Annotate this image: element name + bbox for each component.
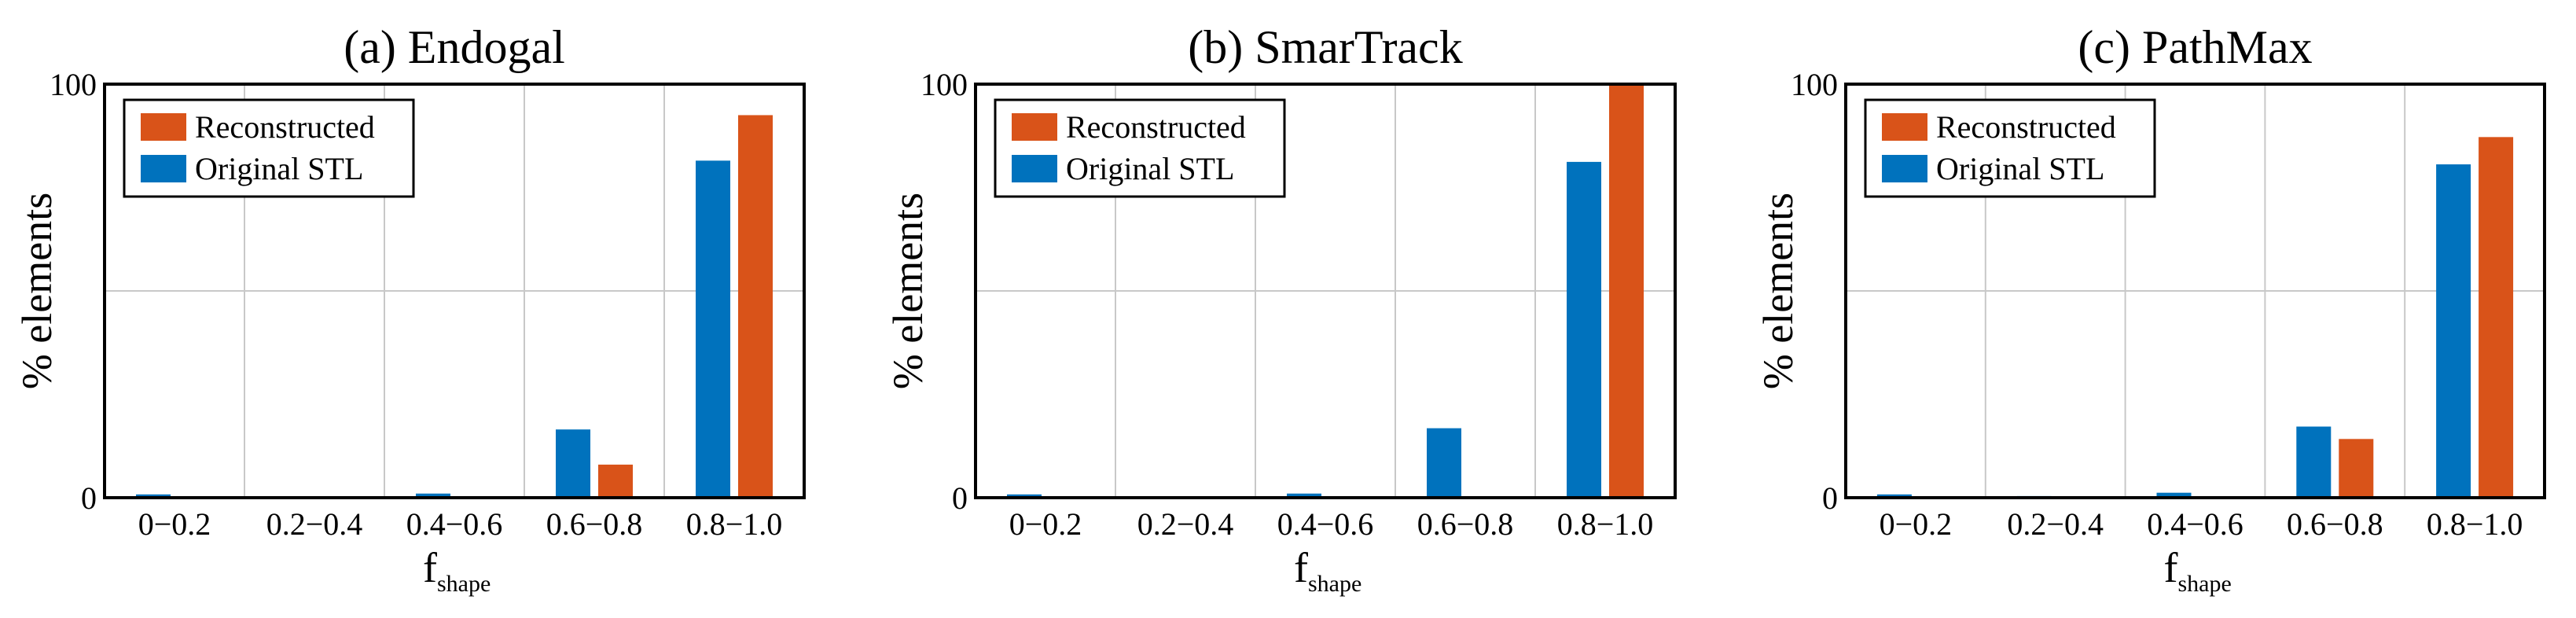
x-tick-label: 0.4−0.6 xyxy=(406,506,503,542)
plot-frame xyxy=(103,83,806,499)
chart-panel-1: (a) Endogal 0 100 0−0.2 0.2−0.4 0.4−0.6 0.6−0.… xyxy=(13,21,806,597)
chart-panel-2: (b) SmarTrack 0 100 0−0.2 0.2−0.4 0.4−0.6 0.6−… xyxy=(884,21,1677,597)
x-tick-label: 0−0.2 xyxy=(1880,506,1953,542)
bar-original-stl-3 xyxy=(416,493,450,498)
bar-original-stl-5 xyxy=(1567,161,1601,498)
y-axis-label: % elements xyxy=(13,193,61,389)
legend: Reconstructed Original STL xyxy=(1864,98,2156,198)
legend-swatch-original-stl xyxy=(1882,155,1927,182)
y-tick-label: 0 xyxy=(952,480,968,516)
legend: Reconstructed Original STL xyxy=(123,98,415,198)
legend-swatch-reconstructed xyxy=(1012,113,1057,141)
bar-reconstructed-5 xyxy=(1609,84,1644,498)
bar-original-stl-5 xyxy=(696,160,730,498)
bar-original-stl-1 xyxy=(136,494,171,498)
x-tick-label: 0.2−0.4 xyxy=(1137,506,1234,542)
x-tick-label: 0−0.2 xyxy=(1009,506,1082,542)
legend-swatch-original-stl xyxy=(1012,155,1057,182)
x-axis-label: fshape xyxy=(1294,544,1361,597)
chart-title: (c) PathMax xyxy=(2078,21,2312,73)
x-tick-label: 0−0.2 xyxy=(138,506,211,542)
y-axis-label: % elements xyxy=(1755,193,1802,389)
legend-label: Reconstructed xyxy=(1936,109,2116,145)
legend-swatch-original-stl xyxy=(141,155,186,182)
y-tick-label: 100 xyxy=(1791,67,1838,102)
chart-title: (b) SmarTrack xyxy=(1188,21,1462,73)
x-tick-label: 0.8−1.0 xyxy=(1557,506,1654,542)
x-tick-label: 0.6−0.8 xyxy=(2287,506,2383,542)
legend: Reconstructed Original STL xyxy=(994,98,1286,198)
bar-original-stl-3 xyxy=(2156,492,2192,498)
x-tick-label: 0.6−0.8 xyxy=(1417,506,1514,542)
x-tick-label: 0.4−0.6 xyxy=(1277,506,1374,542)
legend-swatch-reconstructed xyxy=(1882,113,1927,141)
x-axis-label: fshape xyxy=(2164,544,2232,597)
legend-label: Reconstructed xyxy=(195,109,375,145)
legend-label: Reconstructed xyxy=(1066,109,1246,145)
plot-frame xyxy=(974,83,1677,499)
y-tick-label: 100 xyxy=(921,67,968,102)
x-tick-label: 0.4−0.6 xyxy=(2147,506,2243,542)
legend-swatch-reconstructed xyxy=(141,113,186,141)
bar-original-stl-4 xyxy=(556,429,590,498)
bar-original-stl-4 xyxy=(1427,428,1461,498)
bar-original-stl-1 xyxy=(1007,494,1042,498)
bar-original-stl-4 xyxy=(2296,426,2332,498)
chart-title: (a) Endogal xyxy=(344,21,565,73)
legend-label: Original STL xyxy=(195,151,363,186)
x-axis-label: fshape xyxy=(423,544,491,597)
bar-original-stl-3 xyxy=(1287,493,1321,498)
y-axis-label: % elements xyxy=(884,193,932,389)
bar-reconstructed-5 xyxy=(2479,137,2514,498)
bar-original-stl-5 xyxy=(2436,164,2471,498)
x-tick-label: 0.2−0.4 xyxy=(266,506,363,542)
bar-original-stl-1 xyxy=(1876,494,1912,498)
y-tick-label: 0 xyxy=(1822,480,1838,516)
bar-reconstructed-4 xyxy=(2339,439,2374,498)
y-tick-label: 100 xyxy=(50,67,97,102)
legend-label: Original STL xyxy=(1066,151,1234,186)
bar-reconstructed-5 xyxy=(738,115,773,498)
y-tick-label: 0 xyxy=(81,480,97,516)
bar-reconstructed-4 xyxy=(598,464,633,498)
x-tick-label: 0.2−0.4 xyxy=(2007,506,2104,542)
plot-frame xyxy=(1844,83,2546,499)
legend-label: Original STL xyxy=(1936,151,2104,186)
x-tick-label: 0.6−0.8 xyxy=(546,506,643,542)
x-tick-label: 0.8−1.0 xyxy=(2427,506,2523,542)
chart-panel-3: (c) PathMax 0 100 0−0.2 0.2−0.4 0.4−0.6 0.6−0.… xyxy=(1755,21,2546,597)
x-tick-label: 0.8−1.0 xyxy=(686,506,783,542)
